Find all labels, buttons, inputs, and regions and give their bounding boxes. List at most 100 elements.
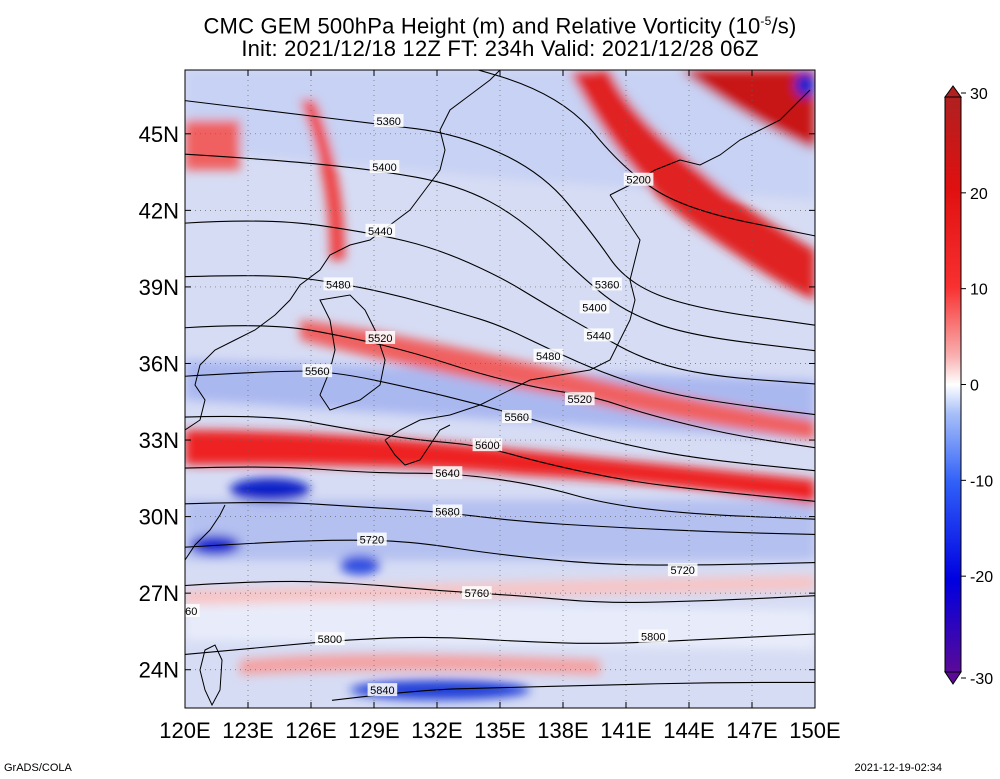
contour-label-bg bbox=[357, 532, 387, 546]
field-red-west-arc bbox=[300, 100, 345, 260]
height-contour-line bbox=[185, 539, 815, 566]
lon-tick-label: 123E bbox=[222, 718, 273, 743]
field-red-arc bbox=[570, 70, 815, 300]
height-contour-line bbox=[185, 153, 815, 352]
height-contour-line bbox=[185, 100, 815, 326]
contour-label: 5520 bbox=[568, 394, 592, 406]
lon-tick-label: 147E bbox=[726, 718, 777, 743]
contour-label-bg bbox=[623, 172, 654, 186]
contour-label: 5400 bbox=[372, 162, 396, 174]
plot-area: 5200 5360 5360 5400 5400 5440 5440 5480 5480 5520… bbox=[185, 70, 815, 708]
contour-label-bg bbox=[667, 563, 698, 577]
lat-tick-label: 36N bbox=[139, 351, 179, 376]
field-red-band-33n bbox=[185, 430, 815, 505]
contour-label-bg bbox=[365, 223, 396, 237]
china-coast bbox=[185, 70, 501, 431]
contour-label-bg bbox=[302, 364, 333, 378]
title-text: CMC GEM 500hPa Height (m) and Relative V… bbox=[203, 13, 761, 39]
footer-credit: GrADS/COLA bbox=[4, 762, 72, 774]
contour-label: 5560 bbox=[305, 366, 329, 378]
contour-label-bg bbox=[373, 114, 404, 128]
contour-label-bg bbox=[365, 330, 396, 344]
contour-label-bg bbox=[315, 632, 345, 646]
lon-tick-label: 126E bbox=[285, 718, 336, 743]
lat-tick-label: 24N bbox=[139, 658, 179, 683]
field-red-korea-japan bbox=[300, 320, 815, 440]
height-contour-line bbox=[185, 325, 815, 449]
contour-label-bg bbox=[432, 466, 463, 480]
height-contour-line bbox=[185, 275, 815, 416]
lon-tick-label: 141E bbox=[600, 718, 651, 743]
contour-label-bg bbox=[462, 586, 492, 600]
contour-label-bg bbox=[592, 277, 622, 291]
field-blue-blob-1 bbox=[230, 478, 310, 502]
contour-label: 5800 bbox=[318, 634, 342, 646]
colorbar-tick-label: 0 bbox=[970, 378, 979, 395]
height-contour-line bbox=[185, 370, 815, 472]
contour-label: 5400 bbox=[582, 302, 606, 314]
contour-label: 5360 bbox=[376, 116, 400, 128]
contour-label: 5760 bbox=[465, 588, 489, 600]
contour-label-bg bbox=[533, 348, 564, 362]
lon-tick-label: 144E bbox=[663, 718, 714, 743]
chart-title-line2: Init: 2021/12/18 12Z FT: 234h Valid: 202… bbox=[241, 36, 759, 61]
mainland-south-coast bbox=[185, 504, 226, 561]
contour-label: 5720 bbox=[670, 565, 694, 577]
height-contour-line bbox=[185, 502, 815, 536]
colorbar-bottom-arrow bbox=[944, 671, 962, 685]
japan-main-coast bbox=[384, 194, 641, 441]
lat-tick-label: 27N bbox=[139, 581, 179, 606]
height-contour-line bbox=[185, 220, 815, 385]
height-contour-labels: 5200 5360 5360 5400 5400 5440 5440 5480 5480 5520… bbox=[185, 114, 698, 697]
contour-label: 5720 bbox=[360, 535, 384, 547]
gridlines bbox=[185, 70, 815, 708]
contour-label: 5560 bbox=[505, 412, 529, 424]
korea-coast bbox=[319, 294, 386, 411]
contour-label: 5680 bbox=[435, 506, 459, 518]
contour-label: 5520 bbox=[368, 333, 392, 345]
colorbar-scale bbox=[944, 96, 962, 673]
contour-label-bg bbox=[185, 604, 200, 618]
lon-tick-label: 135E bbox=[474, 718, 525, 743]
contour-label-bg bbox=[367, 683, 398, 697]
lat-tick-label: 39N bbox=[139, 275, 179, 300]
lat-tick-label: 42N bbox=[139, 198, 179, 223]
contour-label: 60 bbox=[185, 606, 197, 618]
colorbar-tick-label: 10 bbox=[970, 282, 988, 299]
colorbar-tick-label: -10 bbox=[970, 473, 993, 490]
contour-label-bg bbox=[565, 392, 595, 406]
contour-label: 5440 bbox=[368, 226, 392, 238]
lon-tick-label: 120E bbox=[159, 718, 210, 743]
field-blue-blob-5 bbox=[795, 73, 815, 97]
colorbar-ticks: 30 20 10 0 -10 -20 -30 bbox=[961, 86, 993, 688]
contour-label: 5640 bbox=[435, 468, 459, 480]
field-red-north bbox=[680, 70, 815, 150]
contour-label: 5440 bbox=[586, 330, 610, 342]
lon-tick-label: 150E bbox=[789, 718, 840, 743]
contour-label-bg bbox=[579, 300, 610, 314]
lon-tick-label: 132E bbox=[411, 718, 462, 743]
footer-timestamp: 2021-12-19-02:34 bbox=[854, 762, 942, 774]
kyushu-coast bbox=[384, 424, 451, 466]
contour-label: 5480 bbox=[326, 279, 350, 291]
colorbar-tick-label: 30 bbox=[970, 86, 988, 103]
contour-label: 5800 bbox=[641, 632, 665, 644]
axis-ticks: 120E 123E 126E 129E 132E 135E 138E 141E 144E 147E… bbox=[139, 70, 841, 743]
contour-label: 5200 bbox=[626, 175, 650, 187]
height-contour-line bbox=[185, 466, 815, 520]
title-exponent: -5 bbox=[760, 14, 772, 28]
height-contour-line bbox=[331, 681, 815, 701]
contour-label-bg bbox=[502, 410, 532, 424]
contour-label-bg bbox=[583, 328, 614, 342]
lon-tick-label: 129E bbox=[348, 718, 399, 743]
taiwan-coast bbox=[199, 644, 223, 707]
lat-tick-label: 30N bbox=[139, 505, 179, 530]
contour-label-bg bbox=[472, 438, 503, 452]
title-unit: /s) bbox=[771, 13, 797, 39]
contour-label-bg bbox=[369, 159, 400, 173]
contour-label: 5840 bbox=[370, 685, 394, 697]
contour-label: 5360 bbox=[595, 279, 619, 291]
colorbar-tick-label: -30 bbox=[970, 671, 993, 688]
lat-tick-label: 33N bbox=[139, 428, 179, 453]
